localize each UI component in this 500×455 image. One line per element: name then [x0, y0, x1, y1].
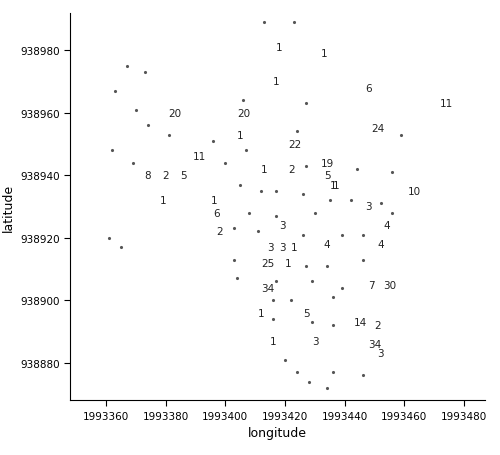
Text: 1: 1: [258, 308, 264, 318]
Text: 1: 1: [270, 336, 276, 346]
Text: 1: 1: [332, 180, 340, 190]
Text: 11: 11: [192, 152, 205, 162]
Text: 5: 5: [303, 308, 310, 318]
Text: 1: 1: [160, 196, 166, 206]
Text: 1: 1: [285, 258, 292, 268]
Text: 22: 22: [288, 140, 301, 150]
X-axis label: longitude: longitude: [248, 426, 307, 439]
Text: 1: 1: [273, 77, 280, 87]
Text: 1: 1: [276, 43, 282, 53]
Text: 20: 20: [237, 108, 250, 118]
Text: 24: 24: [372, 124, 385, 134]
Text: 6: 6: [214, 208, 220, 218]
Text: 1: 1: [321, 49, 328, 59]
Text: 14: 14: [354, 318, 367, 328]
Text: 25: 25: [261, 258, 274, 268]
Text: 6: 6: [366, 84, 372, 93]
Text: 3: 3: [267, 243, 274, 253]
Text: 3: 3: [279, 243, 285, 253]
Text: 2: 2: [374, 321, 381, 330]
Text: 3: 3: [279, 221, 285, 231]
Text: 34: 34: [261, 283, 274, 293]
Text: 1: 1: [261, 165, 268, 175]
Text: 5: 5: [324, 171, 330, 181]
Text: 3: 3: [378, 349, 384, 359]
Text: 8: 8: [144, 171, 152, 181]
Text: 34: 34: [368, 339, 382, 349]
Text: 30: 30: [384, 280, 396, 290]
Text: 10: 10: [408, 187, 420, 197]
Text: 4: 4: [378, 239, 384, 249]
Text: 19: 19: [321, 158, 334, 168]
Text: 11: 11: [440, 99, 454, 109]
Text: 3: 3: [312, 336, 318, 346]
Text: 1: 1: [237, 130, 244, 140]
Text: 2: 2: [216, 227, 223, 237]
Text: 4: 4: [384, 221, 390, 231]
Y-axis label: latitude: latitude: [2, 183, 15, 231]
Text: 1: 1: [210, 196, 217, 206]
Text: 1: 1: [330, 180, 336, 190]
Text: 1: 1: [291, 243, 298, 253]
Text: 3: 3: [366, 202, 372, 212]
Text: 7: 7: [368, 280, 375, 290]
Text: 2: 2: [162, 171, 169, 181]
Text: 5: 5: [180, 171, 187, 181]
Text: 4: 4: [324, 239, 330, 249]
Text: 20: 20: [168, 108, 181, 118]
Text: 2: 2: [288, 165, 294, 175]
